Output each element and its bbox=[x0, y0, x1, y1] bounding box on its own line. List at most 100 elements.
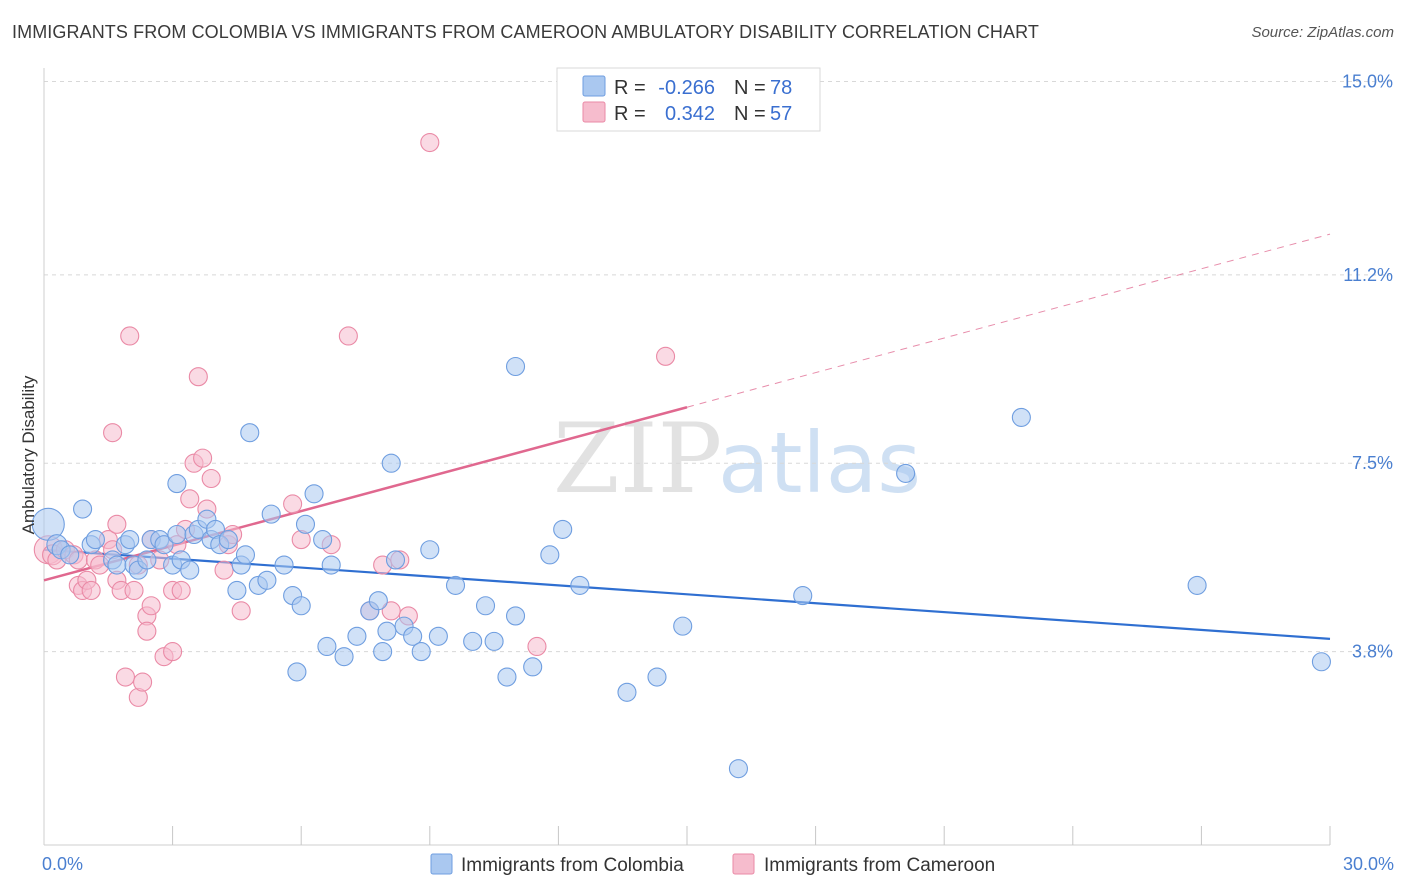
cameroon-point bbox=[115, 667, 135, 687]
colombia-point bbox=[347, 626, 367, 646]
bottom-swatch-cameroon bbox=[732, 853, 755, 875]
colombia-point bbox=[60, 545, 80, 565]
cameroon-point bbox=[188, 367, 208, 387]
colombia-point bbox=[385, 550, 406, 570]
colombia-point bbox=[227, 580, 247, 601]
colombia-point bbox=[1187, 575, 1207, 595]
x-tick-label: 30.0% bbox=[1343, 854, 1394, 874]
colombia-point bbox=[368, 591, 388, 611]
colombia-point bbox=[377, 621, 397, 641]
colombia-point bbox=[304, 484, 324, 504]
cameroon-point bbox=[124, 580, 144, 601]
watermark: ZIP atlas bbox=[553, 403, 921, 515]
colombia-point bbox=[167, 524, 187, 545]
cameroon-point bbox=[193, 448, 213, 468]
cameroon-point bbox=[420, 132, 440, 153]
colombia-point bbox=[321, 555, 341, 575]
legend-n-value-colombia: 78 bbox=[770, 77, 792, 99]
colombia-point bbox=[896, 463, 916, 483]
colombia-points bbox=[31, 356, 1331, 779]
colombia-point bbox=[154, 535, 174, 555]
colombia-point bbox=[85, 530, 105, 550]
legend-r-value-cameroon: 0.342 bbox=[665, 103, 715, 125]
colombia-point bbox=[180, 560, 200, 580]
colombia-point bbox=[540, 545, 560, 565]
colombia-point bbox=[1011, 407, 1031, 427]
cameroon-point bbox=[201, 468, 221, 489]
y-tick-label: 7.5% bbox=[1352, 453, 1393, 473]
colombia-point bbox=[793, 586, 813, 606]
correlation-legend: R = -0.266 N = 78 R = 0.342 N = 57 bbox=[556, 67, 821, 132]
legend-swatch-cameroon bbox=[582, 101, 606, 123]
bottom-legend-colombia: Immigrants from Colombia bbox=[461, 855, 684, 876]
cameroon-point bbox=[656, 346, 676, 366]
colombia-point bbox=[73, 499, 93, 519]
colombia-point bbox=[313, 530, 333, 550]
cameroon-point bbox=[338, 326, 358, 346]
colombia-point bbox=[728, 759, 748, 779]
colombia-point bbox=[505, 356, 526, 377]
cameroon-point bbox=[163, 642, 183, 662]
cameroon-point bbox=[120, 326, 140, 346]
colombia-point bbox=[570, 575, 590, 595]
axes bbox=[43, 68, 1331, 846]
cameroon-point bbox=[527, 636, 547, 657]
colombia-point bbox=[484, 631, 504, 651]
colombia-point bbox=[463, 631, 483, 651]
colombia-point bbox=[553, 519, 573, 539]
legend-n-label-colombia: N = bbox=[734, 77, 766, 99]
series-legend: Immigrants from Colombia Immigrants from… bbox=[430, 853, 995, 876]
tick-labels: 3.8% 7.5% 11.2% 15.0% 0.0% 30.0% bbox=[42, 71, 1394, 874]
chart-title: IMMIGRANTS FROM COLOMBIA VS IMMIGRANTS F… bbox=[12, 22, 1039, 42]
colombia-point bbox=[505, 606, 526, 626]
cameroon-point bbox=[137, 621, 157, 641]
colombia-point bbox=[274, 555, 294, 575]
y-tick-label: 3.8% bbox=[1352, 642, 1393, 662]
colombia-point bbox=[218, 530, 238, 550]
colombia-point bbox=[295, 514, 316, 534]
colombia-point bbox=[403, 626, 423, 646]
colombia-point bbox=[420, 540, 440, 560]
colombia-point bbox=[475, 596, 496, 616]
colombia-point bbox=[373, 642, 393, 662]
y-tick-label: 11.2% bbox=[1343, 265, 1393, 285]
cameroon-point bbox=[180, 489, 200, 509]
x-tick-label: 0.0% bbox=[42, 854, 83, 874]
cameroon-point bbox=[171, 580, 191, 601]
colombia-point bbox=[287, 662, 307, 682]
colombia-point bbox=[497, 667, 517, 687]
colombia-point bbox=[617, 682, 637, 702]
cameroon-point bbox=[103, 423, 123, 443]
colombia-point bbox=[235, 545, 256, 565]
bottom-swatch-colombia bbox=[430, 853, 453, 875]
cameroon-point bbox=[214, 560, 234, 580]
colombia-point bbox=[428, 626, 448, 646]
colombia-point bbox=[291, 596, 311, 616]
colombia-point bbox=[261, 504, 281, 524]
colombia-point bbox=[107, 555, 127, 575]
cameroon-point bbox=[107, 514, 127, 534]
legend-n-value-cameroon: 57 bbox=[770, 103, 792, 125]
legend-n-label-cameroon: N = bbox=[734, 103, 766, 125]
colombia-point bbox=[381, 453, 401, 473]
legend-r-label-colombia: R = bbox=[614, 77, 646, 99]
colombia-point bbox=[317, 636, 337, 657]
y-axis-label: Ambulatory Disability bbox=[19, 375, 38, 534]
cameroon-point bbox=[381, 601, 401, 621]
trend-line-dashed bbox=[686, 233, 1331, 408]
cameroon-point bbox=[231, 601, 251, 621]
colombia-point bbox=[257, 570, 277, 590]
source-credit: Source: ZipAtlas.com bbox=[1251, 24, 1394, 41]
bottom-legend-cameroon: Immigrants from Cameroon bbox=[764, 855, 995, 876]
legend-r-value-colombia: -0.266 bbox=[658, 77, 715, 99]
colombia-point bbox=[334, 647, 354, 667]
trend-line bbox=[43, 548, 1331, 640]
colombia-point bbox=[673, 616, 693, 636]
colombia-point bbox=[647, 667, 667, 687]
legend-swatch-colombia bbox=[582, 75, 606, 97]
colombia-point bbox=[120, 530, 140, 550]
cameroon-point bbox=[133, 672, 153, 692]
colombia-point bbox=[240, 423, 260, 443]
cameroon-point bbox=[81, 580, 101, 601]
